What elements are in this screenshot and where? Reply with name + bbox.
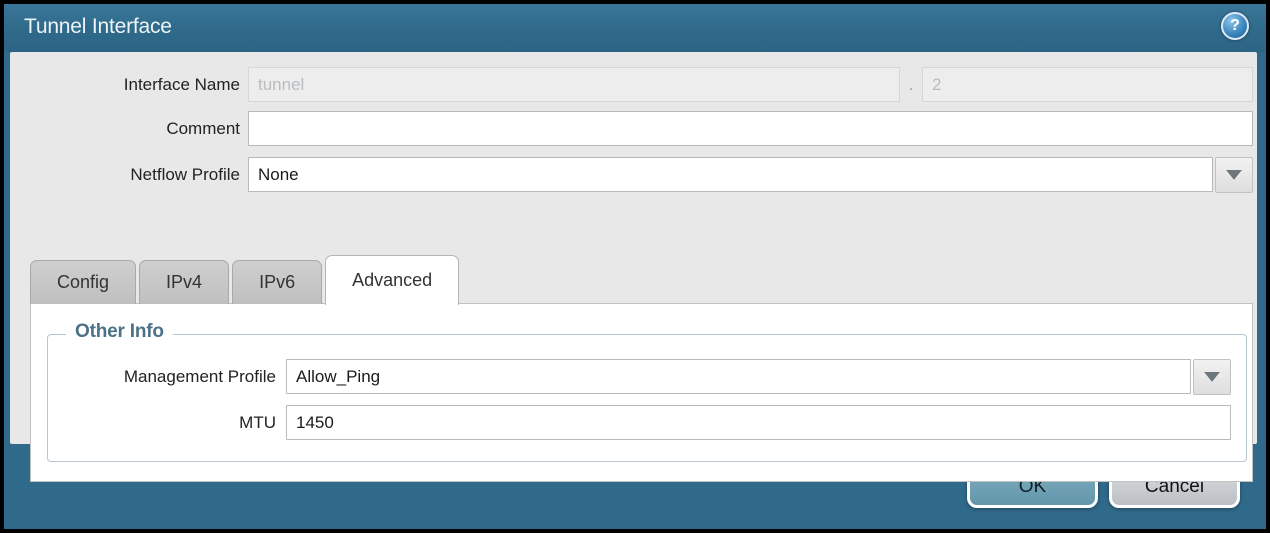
management-profile-dropdown bbox=[286, 359, 1231, 395]
titlebar: Tunnel Interface ? bbox=[4, 4, 1266, 52]
comment-label: Comment bbox=[166, 119, 240, 138]
management-profile-row: Management Profile bbox=[48, 359, 1246, 395]
netflow-profile-dropdown bbox=[248, 157, 1253, 193]
dialog-title: Tunnel Interface bbox=[24, 15, 172, 38]
comment-input[interactable] bbox=[248, 111, 1253, 146]
other-info-group-title: Other Info bbox=[66, 321, 173, 343]
interface-name-label: Interface Name bbox=[123, 75, 240, 94]
chevron-down-icon bbox=[1204, 372, 1220, 382]
help-icon[interactable]: ? bbox=[1221, 12, 1249, 40]
management-profile-label: Management Profile bbox=[123, 367, 276, 386]
tab-config[interactable]: Config bbox=[30, 260, 137, 304]
subinterface-number-input bbox=[922, 67, 1253, 102]
tab-advanced[interactable]: Advanced bbox=[325, 255, 460, 305]
netflow-profile-label: Netflow Profile bbox=[130, 165, 240, 184]
netflow-profile-dropdown-button[interactable] bbox=[1215, 157, 1253, 193]
tab-bar: Config IPv4 IPv6 Advanced bbox=[30, 255, 460, 305]
interface-name-row: Interface Name . bbox=[10, 67, 1257, 103]
netflow-profile-row: Netflow Profile bbox=[10, 157, 1257, 193]
mtu-row: MTU bbox=[48, 405, 1246, 441]
netflow-profile-value[interactable] bbox=[248, 157, 1213, 192]
other-info-group: Other Info Management Profile MTU bbox=[47, 321, 1247, 462]
management-profile-dropdown-button[interactable] bbox=[1193, 359, 1231, 395]
tab-ipv6[interactable]: IPv6 bbox=[232, 260, 323, 304]
mtu-label: MTU bbox=[239, 413, 276, 432]
tab-ipv4[interactable]: IPv4 bbox=[139, 260, 230, 304]
comment-row: Comment bbox=[10, 111, 1257, 147]
dialog-body: Interface Name . Comment Netflow Profile… bbox=[10, 52, 1257, 482]
chevron-down-icon bbox=[1226, 170, 1242, 180]
management-profile-value[interactable] bbox=[286, 359, 1191, 394]
advanced-tab-panel: Other Info Management Profile MTU bbox=[30, 303, 1253, 482]
interface-name-input bbox=[248, 67, 900, 102]
subinterface-separator: . bbox=[908, 75, 914, 94]
mtu-input[interactable] bbox=[286, 405, 1231, 440]
